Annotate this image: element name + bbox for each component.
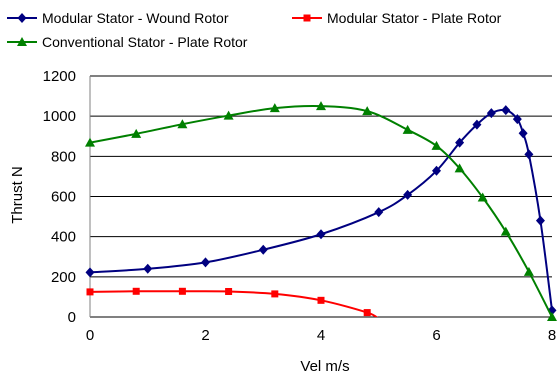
legend-item: Conventional Stator - Plate Rotor bbox=[7, 34, 248, 50]
data-point bbox=[86, 288, 94, 296]
legend-label: Modular Stator - Wound Rotor bbox=[42, 10, 229, 26]
data-point bbox=[512, 114, 522, 125]
data-point bbox=[523, 266, 534, 276]
tick-labels: 0 200 400 600 800 1000 1200 0 2 4 6 8 bbox=[43, 68, 557, 344]
data-point bbox=[472, 119, 482, 130]
data-point bbox=[225, 287, 233, 295]
series-2 bbox=[85, 101, 557, 321]
data-point bbox=[269, 103, 280, 113]
legend-item: Modular Stator - Plate Rotor bbox=[292, 10, 502, 26]
data-point bbox=[316, 229, 326, 240]
data-point bbox=[403, 189, 413, 200]
data-point bbox=[374, 207, 384, 218]
y-axis-label: Thrust N bbox=[9, 166, 26, 224]
y-tick-label: 800 bbox=[51, 148, 76, 165]
data-point bbox=[500, 226, 511, 236]
data-point bbox=[362, 106, 373, 116]
data-point bbox=[258, 244, 268, 255]
y-tick-label: 0 bbox=[68, 309, 76, 326]
x-axis-label: Vel m/s bbox=[300, 358, 349, 375]
data-point bbox=[223, 110, 234, 120]
data-point bbox=[178, 287, 186, 295]
data-point bbox=[17, 37, 27, 46]
data-point bbox=[431, 140, 442, 150]
data-point bbox=[432, 165, 441, 176]
x-tick-label: 2 bbox=[201, 327, 209, 344]
data-point bbox=[303, 14, 311, 22]
x-tick-label: 8 bbox=[548, 327, 556, 344]
data-point bbox=[85, 137, 95, 147]
legend: Modular Stator - Wound Rotor Modular Stat… bbox=[7, 10, 502, 50]
y-tick-label: 1200 bbox=[43, 68, 76, 85]
series-layer bbox=[85, 101, 557, 321]
data-point bbox=[454, 163, 465, 173]
data-point bbox=[547, 312, 557, 321]
data-point bbox=[143, 263, 153, 274]
x-tick-label: 0 bbox=[86, 327, 94, 344]
y-tick-label: 1000 bbox=[43, 108, 76, 125]
series-1 bbox=[86, 287, 378, 317]
data-point bbox=[524, 149, 534, 160]
data-point bbox=[535, 215, 545, 226]
data-point bbox=[317, 296, 325, 304]
series-line bbox=[90, 290, 378, 317]
data-point bbox=[518, 128, 528, 139]
data-point bbox=[85, 267, 95, 278]
data-point bbox=[477, 192, 488, 202]
data-point bbox=[131, 128, 142, 138]
series-line bbox=[90, 105, 553, 317]
data-point bbox=[455, 137, 465, 148]
series-0 bbox=[85, 105, 557, 316]
data-point bbox=[17, 13, 27, 23]
legend-label: Modular Stator - Plate Rotor bbox=[327, 10, 502, 26]
legend-item: Modular Stator - Wound Rotor bbox=[7, 10, 229, 26]
y-tick-label: 200 bbox=[51, 269, 76, 286]
series-line bbox=[90, 108, 553, 311]
x-tick-label: 4 bbox=[317, 327, 325, 344]
data-point bbox=[271, 290, 279, 298]
data-point bbox=[363, 309, 371, 317]
y-tick-label: 600 bbox=[51, 189, 76, 206]
x-tick-label: 6 bbox=[432, 327, 440, 344]
data-point bbox=[201, 257, 210, 268]
data-point bbox=[132, 287, 140, 295]
data-point bbox=[486, 108, 496, 119]
y-tick-label: 400 bbox=[51, 229, 76, 246]
data-point bbox=[316, 101, 326, 111]
legend-label: Conventional Stator - Plate Rotor bbox=[42, 34, 248, 50]
data-point bbox=[177, 119, 188, 129]
data-point bbox=[402, 124, 413, 134]
data-point bbox=[501, 105, 511, 116]
